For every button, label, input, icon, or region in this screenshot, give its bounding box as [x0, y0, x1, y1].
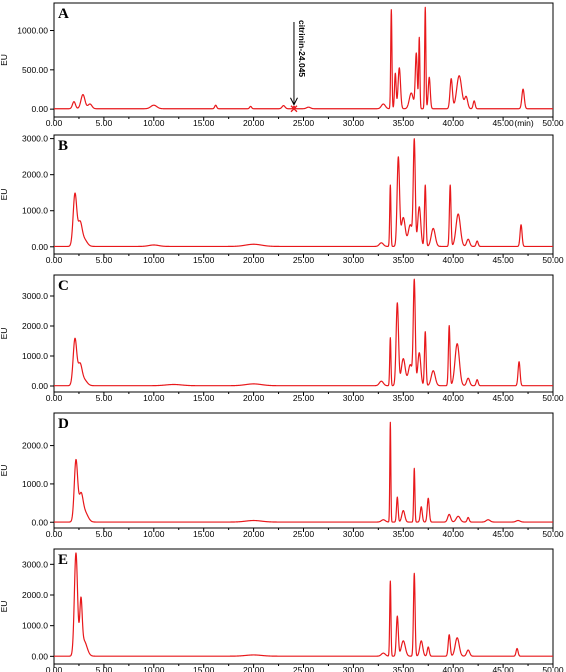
x-tick-label: 10.00 — [143, 393, 165, 403]
plot-frame — [54, 275, 553, 392]
y-axis-label: EU — [0, 465, 9, 477]
chromatogram-trace — [54, 279, 553, 385]
x-tick-label: 20.00 — [243, 665, 265, 672]
chromatogram-panel-c: 0.00 5.00 10.00 15.00 20.00 25.00 30.00 35.00 40… — [0, 275, 564, 403]
x-tick-label: 35.00 — [393, 255, 415, 265]
y-tick-label: 3000.0 — [22, 134, 48, 144]
x-tick-label: 30.00 — [343, 118, 365, 128]
panel-label: E — [58, 552, 68, 568]
x-tick-label: 15.00 — [193, 118, 215, 128]
y-tick-label: 1000.0 — [22, 621, 48, 631]
x-tick-label: 25.00 — [293, 255, 315, 265]
chromatogram-trace — [54, 139, 553, 247]
x-tick-label: 15.00 — [193, 529, 215, 539]
y-tick-label: 500.00 — [22, 65, 48, 75]
x-tick-label: 20.00 — [243, 118, 265, 128]
y-tick-label: 0.00 — [31, 651, 48, 661]
peak-annotation-label: citrinin-24.045 — [297, 20, 307, 77]
x-unit-label: (min) — [514, 118, 534, 128]
x-tick-label: 10.00 — [143, 118, 165, 128]
chromatogram-panel-d: 0.00 5.00 10.00 15.00 20.00 25.00 30.00 35.00 40… — [0, 413, 564, 539]
y-axis-label: EU — [0, 189, 9, 201]
x-tick-label: 40.00 — [443, 529, 465, 539]
x-tick-label: 15.00 — [193, 665, 215, 672]
x-tick-label: 50.00 — [542, 255, 564, 265]
x-tick-label: 5.00 — [96, 529, 113, 539]
x-tick-label: 35.00 — [393, 665, 415, 672]
x-tick-label: 0.00 — [46, 118, 63, 128]
x-tick-label: 30.00 — [343, 665, 365, 672]
x-tick-label: 0.00 — [46, 665, 63, 672]
x-tick-label: 5.00 — [96, 393, 113, 403]
x-tick-label: 45.00 — [492, 393, 514, 403]
plot-frame — [54, 135, 553, 254]
y-tick-label: 0.00 — [31, 381, 48, 391]
x-tick-label: 5.00 — [96, 255, 113, 265]
y-tick-label: 0.00 — [31, 242, 48, 252]
x-tick-label: 15.00 — [193, 255, 215, 265]
x-tick-label: 5.00 — [96, 665, 113, 672]
chromatogram-panel-a: 0.00 5.00 10.00 15.00 20.00 25.00 30.00 35.00 40… — [0, 3, 564, 128]
x-tick-label: 20.00 — [243, 393, 265, 403]
x-tick-label: 20.00 — [243, 529, 265, 539]
x-tick-label: 40.00 — [443, 118, 465, 128]
y-tick-label: 1000.0 — [22, 479, 48, 489]
y-tick-label: 2000.0 — [22, 321, 48, 331]
y-axis-label: EU — [0, 328, 9, 340]
x-tick-label: 50.00 — [542, 118, 564, 128]
x-tick-label: 45.00 — [492, 529, 514, 539]
y-axis-label: EU — [0, 601, 9, 613]
x-tick-label: 45.00 — [492, 118, 514, 128]
plot-frame — [54, 413, 553, 528]
x-tick-label: 0.00 — [46, 529, 63, 539]
plot-frame — [54, 549, 553, 664]
chromatogram-panel-e: 0.00 5.00 10.00 15.00 20.00 25.00 30.00 35.00 40… — [0, 549, 564, 672]
x-tick-label: 50.00 — [542, 665, 564, 672]
y-tick-label: 1000.0 — [22, 351, 48, 361]
y-tick-label: 0.00 — [31, 517, 48, 527]
x-tick-label: 50.00 — [542, 529, 564, 539]
x-tick-label: 45.00 — [492, 255, 514, 265]
x-tick-label: 0.00 — [46, 255, 63, 265]
x-tick-label: 40.00 — [443, 393, 465, 403]
y-tick-label: 2000.0 — [22, 590, 48, 600]
y-tick-label: 2000.0 — [22, 170, 48, 180]
x-tick-label: 5.00 — [96, 118, 113, 128]
y-tick-label: 3000.0 — [22, 291, 48, 301]
panel-label: C — [58, 278, 69, 294]
x-tick-label: 35.00 — [393, 118, 415, 128]
x-tick-label: 30.00 — [343, 529, 365, 539]
x-tick-label: 10.00 — [143, 529, 165, 539]
chromatogram-trace — [54, 553, 553, 656]
x-tick-label: 30.00 — [343, 393, 365, 403]
x-tick-label: 15.00 — [193, 393, 215, 403]
x-tick-label: 30.00 — [343, 255, 365, 265]
x-tick-label: 25.00 — [293, 665, 315, 672]
y-tick-label: 1000.00 — [17, 26, 48, 36]
y-tick-label: 1000.0 — [22, 206, 48, 216]
x-tick-label: 25.00 — [293, 529, 315, 539]
x-tick-label: 10.00 — [143, 255, 165, 265]
panel-label: B — [58, 138, 68, 154]
x-tick-label: 0.00 — [46, 393, 63, 403]
x-tick-label: 35.00 — [393, 393, 415, 403]
x-tick-label: 40.00 — [443, 665, 465, 672]
chromatogram-panel-b: 0.00 5.00 10.00 15.00 20.00 25.00 30.00 35.00 40… — [0, 134, 564, 265]
y-tick-label: 2000.0 — [22, 441, 48, 451]
panel-label: A — [58, 6, 69, 22]
y-axis-label: EU — [0, 54, 9, 66]
chromatogram-trace — [54, 422, 553, 522]
x-tick-label: 10.00 — [143, 665, 165, 672]
x-tick-label: 40.00 — [443, 255, 465, 265]
x-tick-label: 25.00 — [293, 118, 315, 128]
x-tick-label: 25.00 — [293, 393, 315, 403]
x-tick-label: 35.00 — [393, 529, 415, 539]
x-tick-label: 50.00 — [542, 393, 564, 403]
y-tick-label: 0.00 — [31, 104, 48, 114]
x-tick-label: 20.00 — [243, 255, 265, 265]
x-tick-label: 45.00 — [492, 665, 514, 672]
panel-label: D — [58, 416, 69, 432]
y-tick-label: 3000.0 — [22, 559, 48, 569]
